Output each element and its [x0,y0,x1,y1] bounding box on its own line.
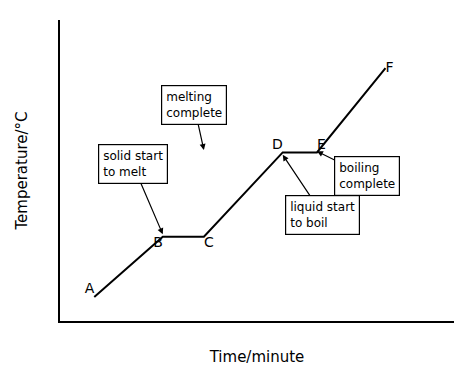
svg-text:B: B [153,234,163,250]
svg-text:solid startto melt: solid startto melt [103,149,163,179]
svg-text:F: F [385,59,393,75]
svg-text:Temperature/°C: Temperature/°C [13,111,31,230]
svg-text:meltingcomplete: meltingcomplete [166,90,222,120]
svg-text:A: A [85,280,95,296]
svg-text:D: D [272,136,283,152]
svg-text:Time/minute: Time/minute [209,348,305,366]
svg-text:E: E [317,136,326,152]
svg-text:liquid startto boil: liquid startto boil [290,200,355,230]
svg-text:C: C [204,234,214,250]
svg-text:boilingcomplete: boilingcomplete [339,161,395,191]
